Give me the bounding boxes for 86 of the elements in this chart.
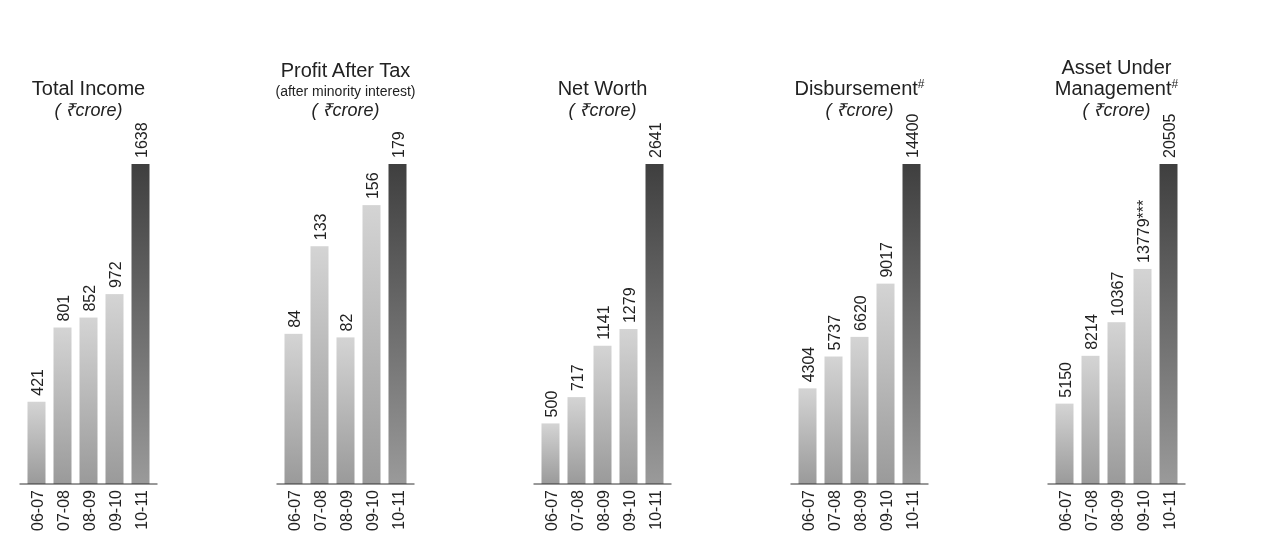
bar <box>798 388 817 484</box>
x-tick-label: 07-08 <box>54 489 72 531</box>
x-tick-label: 08-09 <box>337 489 355 531</box>
data-label: 8214 <box>1082 314 1100 350</box>
x-tick-label: 07-08 <box>311 489 329 531</box>
data-label: 14400 <box>903 113 921 158</box>
x-tick-label: 08-09 <box>1108 489 1126 531</box>
data-label: 13779*** <box>1134 199 1152 263</box>
bar <box>284 333 303 484</box>
chart-title: Net Worth <box>557 77 648 99</box>
data-label: 133 <box>311 213 329 241</box>
x-tick-label: 09-10 <box>1134 489 1152 531</box>
data-label: 421 <box>28 368 46 396</box>
chart-title: Asset Under Management$^{#}$ <box>1054 56 1179 99</box>
data-label: 500 <box>542 390 560 418</box>
x-tick-label: 08-09 <box>594 489 612 531</box>
chart-subtitle: ( ₹crore) <box>311 100 380 120</box>
x-tick-label: 06-07 <box>799 489 817 531</box>
bar <box>27 401 46 484</box>
x-tick-label: 09-10 <box>363 489 381 531</box>
bar <box>593 345 612 484</box>
data-label: 1279 <box>620 287 638 324</box>
bar <box>1081 355 1100 484</box>
x-tick-label: 07-08 <box>825 489 843 531</box>
x-tick-label: 10-11 <box>389 489 407 530</box>
x-tick-label: 10-11 <box>903 489 921 530</box>
bar <box>79 317 98 484</box>
bar <box>310 246 329 484</box>
x-tick-label: 10-11 <box>646 489 664 530</box>
x-tick-label: 08-09 <box>80 489 98 531</box>
data-label: 9017 <box>877 241 895 278</box>
data-label: 2641 <box>646 122 664 158</box>
bar <box>362 205 381 484</box>
data-label: 852 <box>80 284 98 312</box>
x-tick-label: 09-10 <box>620 489 638 531</box>
x-tick-label: 09-10 <box>877 489 895 531</box>
x-tick-label: 08-09 <box>851 489 869 531</box>
chart-subtitle: ( ₹crore) <box>568 100 637 120</box>
bar <box>645 164 664 484</box>
text: (after minority interest) <box>275 83 416 99</box>
bar <box>619 329 638 484</box>
chart-title: Profit After Tax <box>280 59 411 81</box>
x-tick-label: 06-07 <box>28 489 46 531</box>
bar <box>824 356 843 484</box>
chart-subtitle: ( ₹crore) <box>54 100 123 120</box>
bar <box>1107 322 1126 484</box>
bar <box>53 327 72 484</box>
bar <box>850 336 869 484</box>
bar <box>336 337 355 484</box>
x-tick-label: 06-07 <box>1056 489 1074 531</box>
bar <box>131 164 150 484</box>
bar <box>388 164 407 484</box>
data-label: 6620 <box>851 295 869 331</box>
bar <box>1133 268 1152 484</box>
data-label: 1141 <box>594 305 612 340</box>
data-label: 156 <box>363 172 381 200</box>
bar <box>1055 403 1074 484</box>
data-label: 82 <box>337 313 355 332</box>
bar <box>876 283 895 484</box>
bar <box>1159 164 1178 484</box>
data-label: 717 <box>568 364 586 392</box>
data-label: 5150 <box>1056 361 1074 398</box>
bar <box>105 294 124 484</box>
data-label: 972 <box>106 261 124 289</box>
data-label: 801 <box>54 294 72 322</box>
data-label: 10367 <box>1108 271 1126 317</box>
data-label: 1638 <box>132 122 150 158</box>
data-label: 179 <box>389 131 407 158</box>
chart-title: Total Income <box>31 77 146 99</box>
x-tick-label: 10-11 <box>132 489 150 530</box>
x-tick-label: 10-11 <box>1160 489 1178 530</box>
bar <box>567 397 586 484</box>
chart-subtitle: ( ₹crore) <box>1082 100 1151 120</box>
chart-title: Disbursement$^{#}$ <box>794 77 925 99</box>
data-label: 5737 <box>825 314 843 351</box>
bar <box>902 164 921 484</box>
x-tick-label: 07-08 <box>568 489 586 531</box>
x-tick-label: 06-07 <box>542 489 560 531</box>
x-tick-label: 07-08 <box>1082 489 1100 531</box>
x-tick-label: 09-10 <box>106 489 124 531</box>
bar <box>541 423 560 484</box>
data-label: 20505 <box>1160 113 1178 158</box>
data-label: 4304 <box>799 346 817 383</box>
chart-subtitle: ( ₹crore) <box>825 100 894 120</box>
x-tick-label: 06-07 <box>285 489 303 531</box>
data-label: 84 <box>285 309 303 328</box>
